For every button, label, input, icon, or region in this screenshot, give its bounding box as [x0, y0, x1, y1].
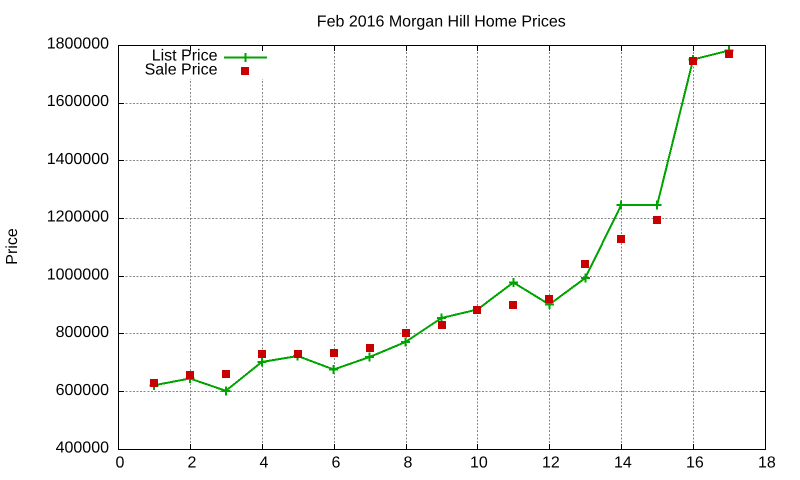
svg-text:14: 14 — [614, 455, 632, 472]
svg-text:1800000: 1800000 — [47, 36, 109, 53]
svg-text:Feb 2016 Morgan Hill Home Pric: Feb 2016 Morgan Hill Home Prices — [317, 14, 566, 31]
svg-text:2: 2 — [187, 455, 196, 472]
svg-text:Price: Price — [4, 228, 21, 265]
svg-text:8: 8 — [403, 455, 412, 472]
svg-text:1200000: 1200000 — [47, 209, 109, 226]
svg-text:10: 10 — [470, 455, 488, 472]
svg-text:1600000: 1600000 — [47, 93, 109, 110]
svg-text:16: 16 — [686, 455, 704, 472]
svg-text:18: 18 — [758, 455, 776, 472]
svg-text:600000: 600000 — [56, 382, 109, 399]
svg-text:800000: 800000 — [56, 324, 109, 341]
svg-text:6: 6 — [331, 455, 340, 472]
svg-text:12: 12 — [542, 455, 560, 472]
svg-text:1400000: 1400000 — [47, 151, 109, 168]
svg-text:1000000: 1000000 — [47, 266, 109, 283]
svg-text:400000: 400000 — [56, 440, 109, 457]
svg-text:Sale Price: Sale Price — [145, 62, 218, 79]
svg-text:0: 0 — [115, 455, 124, 472]
svg-text:List Price: List Price — [152, 47, 218, 64]
svg-text:4: 4 — [259, 455, 268, 472]
